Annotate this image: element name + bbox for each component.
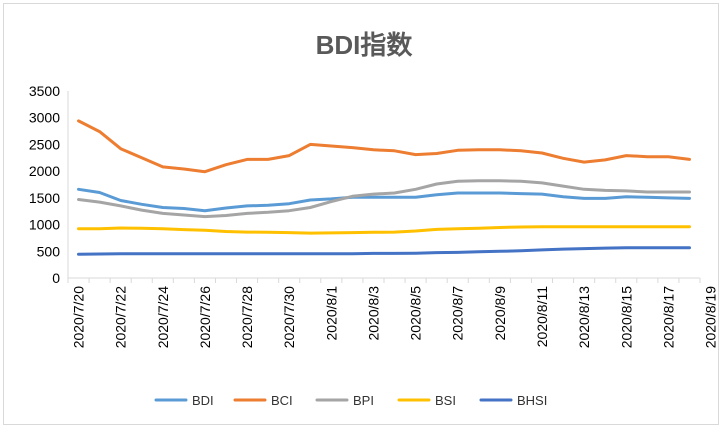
x-tick-label: 2020/8/3 xyxy=(365,286,381,341)
x-tick-label: 2020/7/20 xyxy=(71,286,87,348)
legend-label-bhsi: BHSI xyxy=(517,393,547,408)
y-tick-label: 3500 xyxy=(29,83,60,99)
legend-label-bci: BCI xyxy=(271,393,293,408)
x-tick-label: 2020/8/11 xyxy=(534,286,550,347)
x-tick-label: 2020/8/7 xyxy=(450,286,466,341)
legend-label-bsi: BSI xyxy=(435,393,456,408)
x-tick-label: 2020/8/1 xyxy=(323,286,339,341)
y-tick-label: 2500 xyxy=(29,136,60,152)
x-tick-label: 2020/8/17 xyxy=(660,286,676,348)
legend-label-bdi: BDI xyxy=(192,393,214,408)
y-tick-label: 1000 xyxy=(29,217,60,233)
legend: BDI BCI BPI BSI BHSI xyxy=(154,393,547,408)
x-tick-label: 2020/7/24 xyxy=(155,286,171,348)
y-tick-label: 0 xyxy=(52,270,60,286)
series-line-bhsi xyxy=(77,246,691,256)
x-tick-label: 2020/8/15 xyxy=(618,286,634,348)
series-line-bdi xyxy=(77,187,691,213)
legend-label-bpi: BPI xyxy=(353,393,374,408)
x-tick-label: 2020/8/19 xyxy=(703,286,719,348)
y-tick-label: 1500 xyxy=(29,190,60,206)
x-tick-label: 2020/8/9 xyxy=(492,286,508,341)
series-line-bpi xyxy=(77,179,691,219)
axes: 0 500 1000 1500 2000 2500 3000 3500 2020/7/20 202… xyxy=(29,83,719,348)
chart-title: BDI指数 xyxy=(316,30,414,60)
x-tick-label: 2020/8/13 xyxy=(576,286,592,348)
x-tick-label: 2020/7/22 xyxy=(113,286,129,348)
x-tick-label: 2020/7/28 xyxy=(239,286,255,348)
y-tick-label: 2000 xyxy=(29,163,60,179)
chart-svg: BDI指数 0 500 1000 1500 2000 2500 3000 3500 2020/7… xyxy=(29,30,719,408)
x-tick-label: 2020/7/26 xyxy=(197,286,213,348)
series-layer xyxy=(77,119,691,256)
chart-frame: BDI指数 0 500 1000 1500 2000 2500 3000 3500 2020/7… xyxy=(3,3,719,425)
x-tick-label: 2020/8/5 xyxy=(408,286,424,341)
y-tick-label: 3000 xyxy=(29,110,60,126)
series-line-bci xyxy=(77,119,691,174)
y-tick-label: 500 xyxy=(37,243,61,259)
series-line-bsi xyxy=(77,225,691,235)
x-tick-label: 2020/7/30 xyxy=(281,286,297,348)
